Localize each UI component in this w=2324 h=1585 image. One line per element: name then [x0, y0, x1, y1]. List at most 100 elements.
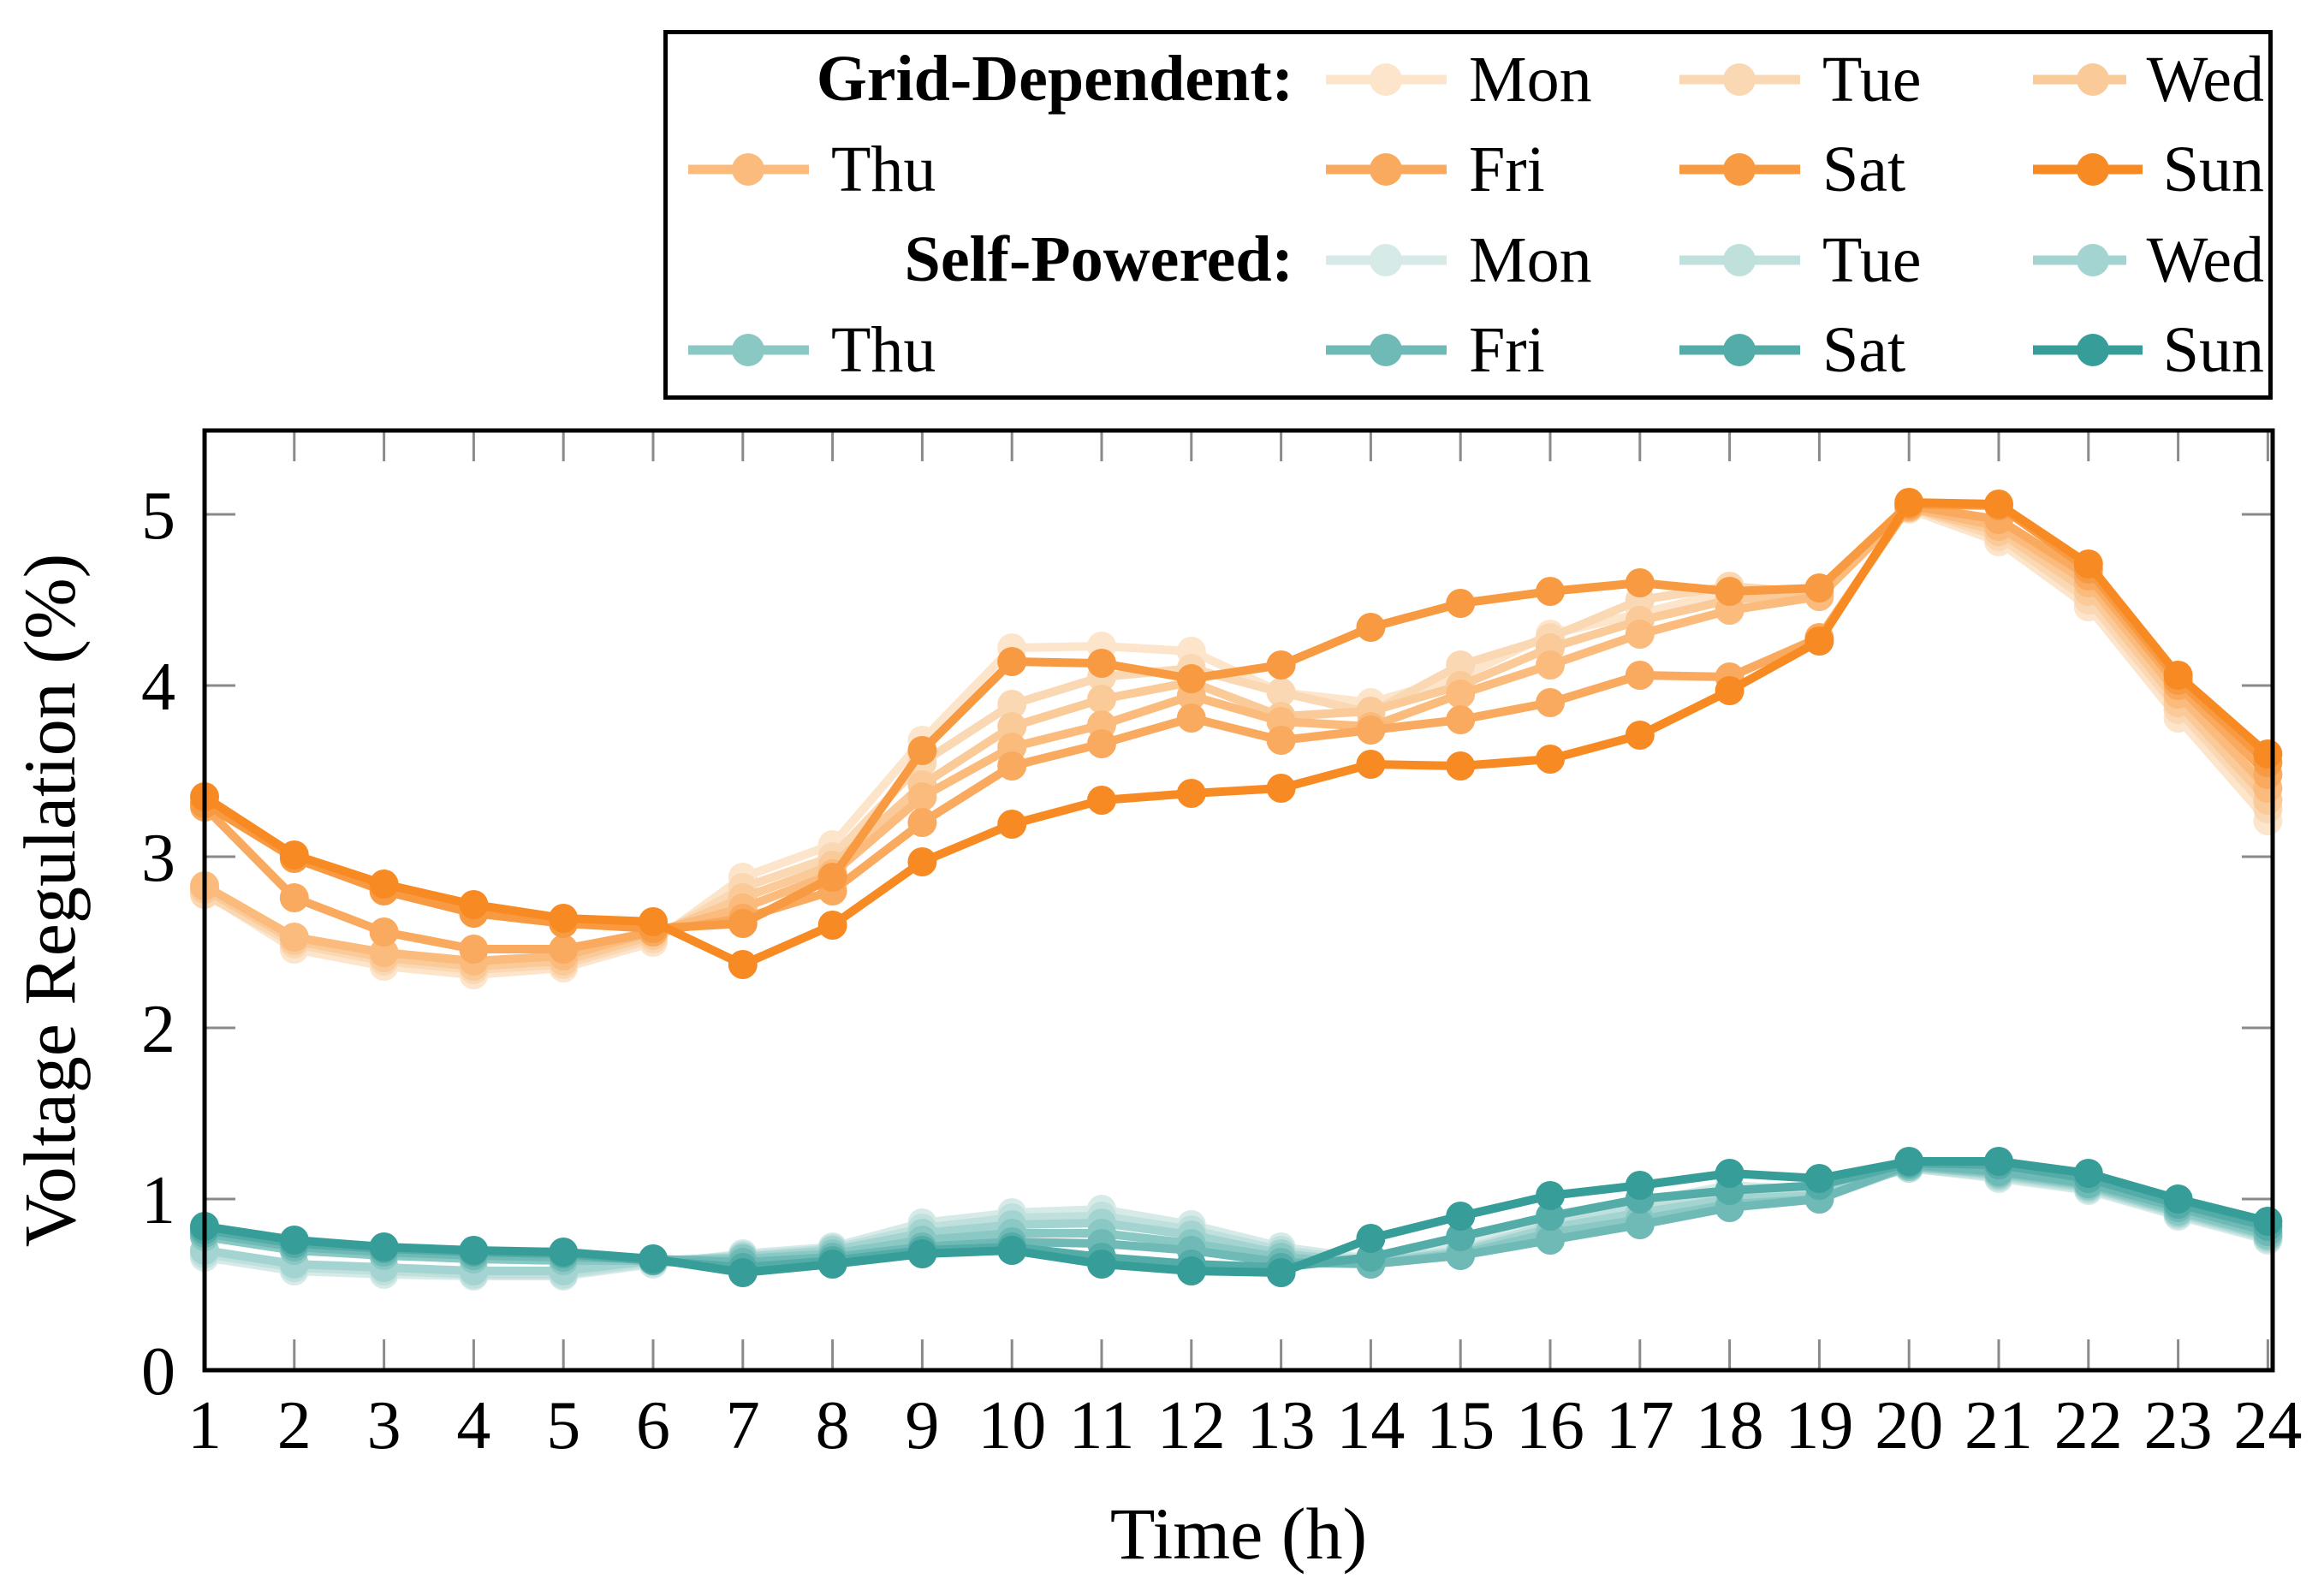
legend-item-gd-mon: Mon [1305, 47, 1659, 112]
y-axis-label: Voltage Regulation (%) [9, 553, 91, 1248]
x-tick-label-6: 6 [636, 1388, 670, 1463]
series-marker [1266, 650, 1296, 680]
series-marker [997, 690, 1027, 719]
series-marker [1625, 1210, 1655, 1239]
series-marker [369, 870, 399, 899]
series-marker [2073, 1159, 2103, 1188]
series-marker [1715, 1159, 1744, 1188]
series-marker [728, 950, 758, 979]
series-marker [1266, 1258, 1296, 1287]
series-marker [369, 938, 399, 967]
legend-group-title: Grid-Dependent: [816, 43, 1293, 116]
series-marker [817, 911, 847, 940]
legend-item-sp-thu: Thu [668, 318, 1305, 383]
legend-marker-icon [1326, 153, 1447, 187]
series-marker [1446, 751, 1476, 781]
plot-border [202, 428, 2275, 1373]
legend-item-sp-fri: Fri [1305, 318, 1659, 383]
series-marker [2253, 1207, 2283, 1236]
y-tick-label-2: 2 [141, 992, 175, 1067]
series-marker [728, 1258, 758, 1287]
series-marker [1356, 715, 1386, 745]
legend-item-label: Wed [2146, 43, 2264, 116]
series-marker [1715, 676, 1744, 705]
x-tick-label-2: 2 [277, 1388, 312, 1463]
series-line-gd-sun [200, 498, 2273, 969]
series-marker [997, 1236, 1027, 1265]
x-tick-label-23: 23 [2144, 1388, 2213, 1463]
legend-item-sp-tue: Tue [1659, 228, 2012, 293]
legend-item-gd-fri: Fri [1305, 137, 1659, 202]
legend-group-title: Self-Powered: [904, 223, 1293, 296]
legend-item-label: Thu [831, 134, 936, 206]
series-marker [1446, 1222, 1476, 1251]
legend-item-label: Tue [1822, 223, 1922, 296]
legend-marker-icon [688, 334, 809, 367]
series-marker [1536, 1226, 1565, 1255]
series-marker [1356, 613, 1386, 642]
legend-marker-icon [1679, 153, 1800, 187]
series-marker [369, 1232, 399, 1261]
x-tick-label-8: 8 [816, 1388, 850, 1463]
legend-item-gd-sun: Sun [2012, 137, 2264, 202]
series-marker [1087, 649, 1116, 678]
legend-item-label: Sat [1822, 134, 1906, 206]
series-marker [907, 847, 937, 876]
series-marker [2163, 1184, 2193, 1214]
series-line-gd-thu [200, 503, 2273, 965]
series-marker [1625, 661, 1655, 690]
series-marker [907, 782, 937, 811]
series-line-gd-sat [200, 500, 2273, 933]
series-marker [1536, 650, 1565, 680]
series-marker [2253, 739, 2283, 769]
series-marker [997, 712, 1027, 741]
x-tick-label-24: 24 [2233, 1388, 2302, 1463]
legend-marker-icon [1326, 62, 1447, 96]
series-marker [1984, 1147, 2013, 1176]
legend-item-label: Sun [2162, 314, 2264, 387]
legend-marker-icon [2033, 243, 2126, 276]
legend-item-label: Wed [2146, 223, 2264, 296]
series-marker [1804, 626, 1834, 656]
legend-item-label: Sat [1822, 314, 1906, 387]
series-marker [1536, 577, 1565, 606]
x-tick-label-17: 17 [1606, 1388, 1674, 1463]
series-marker [1446, 680, 1476, 709]
series-marker [1984, 490, 2013, 519]
series-marker [1087, 729, 1116, 758]
series-marker [1356, 1224, 1386, 1253]
y-tick-label-1: 1 [141, 1163, 175, 1238]
series-marker [1894, 488, 1924, 517]
series-marker [1176, 779, 1206, 808]
series-marker [997, 647, 1027, 676]
legend-marker-icon [1679, 334, 1800, 367]
legend-item-label: Thu [831, 314, 936, 387]
x-tick-label-11: 11 [1068, 1388, 1134, 1463]
series-marker [279, 1226, 309, 1255]
series-marker [1446, 1202, 1476, 1231]
series-marker [549, 935, 579, 964]
x-tick-label-21: 21 [1964, 1388, 2033, 1463]
x-tick-label-3: 3 [367, 1388, 401, 1463]
series-marker [279, 840, 309, 870]
series-marker [1176, 664, 1206, 693]
x-tick-label-9: 9 [905, 1388, 939, 1463]
x-tick-label-15: 15 [1426, 1388, 1495, 1463]
series-line-sp-sun [200, 1157, 2273, 1277]
series-marker [1087, 1250, 1116, 1279]
x-axis-label: Time (h) [1109, 1493, 1368, 1575]
x-tick-label-4: 4 [456, 1388, 490, 1463]
legend-item-label: Fri [1469, 134, 1545, 206]
x-tick-label-5: 5 [546, 1388, 580, 1463]
y-tick-label-5: 5 [141, 478, 175, 554]
legend-marker-icon [1679, 62, 1800, 96]
series-marker [1087, 685, 1116, 714]
series-marker [1176, 703, 1206, 733]
series-marker [997, 810, 1027, 839]
series-marker [459, 1236, 489, 1265]
series-marker [1356, 750, 1386, 779]
legend-item-label: Sun [2162, 134, 2264, 206]
legend-item-label: Fri [1469, 314, 1545, 387]
series-marker [1804, 573, 1834, 603]
